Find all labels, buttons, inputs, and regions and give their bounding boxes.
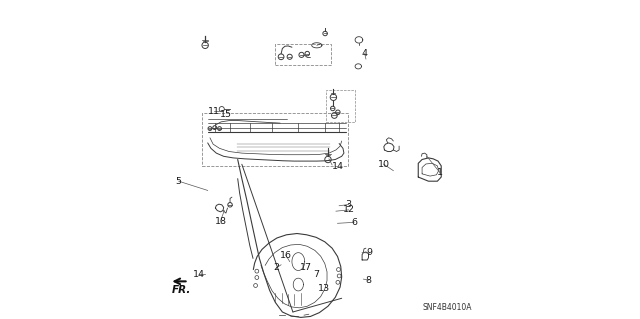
- Text: 3: 3: [346, 200, 352, 209]
- Text: 4: 4: [362, 49, 367, 58]
- Text: 12: 12: [342, 205, 355, 214]
- Text: 6: 6: [351, 218, 357, 227]
- Text: 13: 13: [318, 284, 330, 293]
- Bar: [202, 113, 348, 166]
- Text: 14: 14: [193, 270, 205, 279]
- Bar: [326, 90, 355, 122]
- Text: 17: 17: [300, 263, 312, 272]
- Text: SNF4B4010A: SNF4B4010A: [423, 303, 472, 312]
- Bar: [275, 44, 330, 65]
- Text: 9: 9: [367, 249, 372, 257]
- Text: 1: 1: [436, 168, 443, 177]
- Text: 2: 2: [273, 263, 279, 272]
- Text: 7: 7: [313, 271, 319, 279]
- Text: 15: 15: [220, 110, 232, 119]
- Text: 16: 16: [280, 251, 292, 260]
- Text: 5: 5: [176, 177, 182, 186]
- Text: 14: 14: [332, 162, 344, 171]
- Text: 18: 18: [214, 217, 227, 226]
- Text: 11: 11: [208, 107, 220, 115]
- Text: 8: 8: [366, 276, 372, 285]
- Text: 10: 10: [378, 160, 390, 169]
- Text: FR.: FR.: [172, 285, 191, 294]
